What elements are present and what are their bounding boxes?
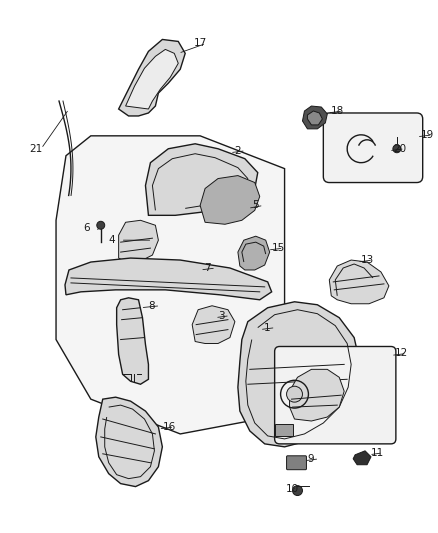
Polygon shape [119,39,185,116]
FancyBboxPatch shape [275,346,396,444]
Text: 8: 8 [148,301,155,311]
Polygon shape [145,144,258,215]
Polygon shape [65,258,272,300]
Circle shape [393,145,401,153]
Polygon shape [200,175,260,224]
Circle shape [286,386,303,402]
Text: 7: 7 [204,263,211,273]
Text: 9: 9 [307,454,314,464]
Text: 13: 13 [361,255,374,265]
Polygon shape [353,451,371,465]
FancyBboxPatch shape [286,456,307,470]
Polygon shape [192,306,235,343]
Text: 2: 2 [234,146,240,156]
Circle shape [97,221,105,229]
Text: 6: 6 [83,223,89,233]
Circle shape [293,486,303,496]
Text: 1: 1 [264,322,270,333]
Bar [275,424,293,436]
Polygon shape [290,369,344,421]
Text: 11: 11 [371,448,384,458]
Text: 3: 3 [218,311,225,321]
Text: 4: 4 [109,235,115,245]
Text: 5: 5 [252,200,258,211]
Polygon shape [303,106,327,129]
Text: 12: 12 [395,349,408,359]
Polygon shape [119,220,159,262]
Polygon shape [126,50,178,109]
Text: 16: 16 [162,422,176,432]
Text: 18: 18 [331,106,345,116]
FancyBboxPatch shape [323,113,423,182]
Text: 17: 17 [194,38,208,49]
Polygon shape [56,136,285,434]
Text: 21: 21 [29,144,42,154]
Text: 10: 10 [286,483,299,494]
Polygon shape [117,298,148,384]
Text: 19: 19 [421,130,434,140]
Polygon shape [307,111,322,125]
Text: 20: 20 [393,144,406,154]
Polygon shape [238,302,359,447]
Text: 15: 15 [272,243,285,253]
Polygon shape [96,397,162,487]
Polygon shape [238,236,270,270]
Polygon shape [329,260,389,304]
